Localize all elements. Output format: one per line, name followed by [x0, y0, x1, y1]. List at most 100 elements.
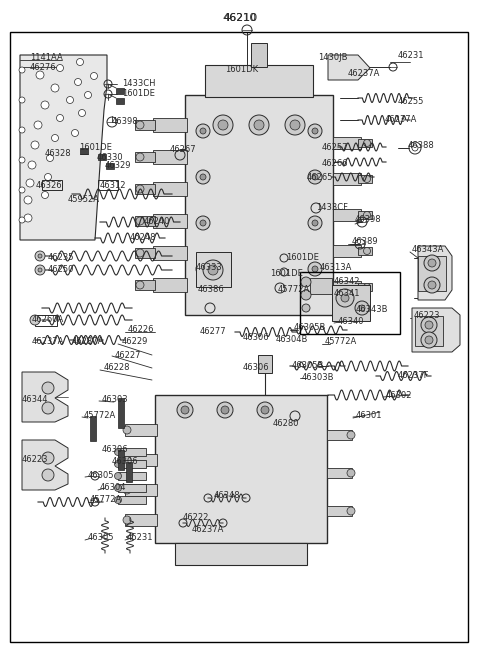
- Text: 46312: 46312: [100, 181, 127, 189]
- Circle shape: [115, 460, 121, 468]
- Text: 46248: 46248: [130, 233, 156, 242]
- Circle shape: [42, 402, 54, 414]
- Circle shape: [79, 109, 85, 117]
- Text: 46237A: 46237A: [32, 337, 64, 346]
- Circle shape: [196, 124, 210, 138]
- Text: 46333: 46333: [196, 263, 223, 272]
- Text: 46328: 46328: [45, 149, 72, 159]
- Text: 46237A: 46237A: [348, 69, 380, 77]
- Text: 46255: 46255: [398, 98, 424, 107]
- Text: 1433CH: 1433CH: [122, 79, 156, 88]
- Circle shape: [42, 469, 54, 481]
- Polygon shape: [418, 246, 452, 300]
- Circle shape: [42, 452, 54, 464]
- Text: 46276: 46276: [30, 62, 57, 71]
- Circle shape: [42, 382, 54, 394]
- Text: 46250: 46250: [48, 265, 74, 274]
- Circle shape: [336, 289, 354, 307]
- Circle shape: [123, 456, 131, 464]
- Text: 46306: 46306: [102, 445, 129, 455]
- Text: 1601DE: 1601DE: [79, 143, 112, 151]
- Text: 45772A: 45772A: [278, 286, 310, 295]
- Text: 46257: 46257: [322, 143, 348, 153]
- Text: 46304B: 46304B: [276, 335, 308, 345]
- Circle shape: [38, 268, 42, 272]
- Circle shape: [115, 472, 121, 479]
- Text: 46227: 46227: [115, 350, 142, 360]
- Circle shape: [308, 124, 322, 138]
- Circle shape: [363, 140, 371, 147]
- Circle shape: [74, 79, 82, 86]
- Text: 46344: 46344: [22, 396, 48, 405]
- Bar: [333, 173, 361, 185]
- Text: 46326: 46326: [36, 181, 62, 189]
- Circle shape: [213, 115, 233, 135]
- Text: 46389: 46389: [352, 238, 379, 246]
- Text: 46210: 46210: [222, 13, 258, 23]
- Circle shape: [428, 281, 436, 289]
- Circle shape: [19, 157, 25, 163]
- Circle shape: [41, 191, 48, 198]
- Circle shape: [45, 174, 51, 181]
- Bar: [135, 248, 155, 258]
- Circle shape: [218, 120, 228, 130]
- Bar: [118, 460, 146, 468]
- Circle shape: [19, 127, 25, 133]
- Polygon shape: [412, 308, 460, 352]
- Text: 46398: 46398: [355, 215, 382, 225]
- Text: 46398: 46398: [112, 117, 139, 126]
- Circle shape: [290, 120, 300, 130]
- Circle shape: [72, 130, 79, 136]
- Text: 46240: 46240: [144, 217, 170, 227]
- Circle shape: [136, 249, 144, 257]
- Circle shape: [57, 64, 63, 71]
- Text: 46226: 46226: [128, 326, 155, 335]
- Circle shape: [196, 170, 210, 184]
- Text: 46304: 46304: [100, 483, 127, 493]
- Text: 46348: 46348: [214, 491, 240, 500]
- Bar: [135, 120, 155, 130]
- Bar: [205, 65, 313, 97]
- Bar: [153, 214, 187, 228]
- Text: 46280: 46280: [273, 419, 300, 428]
- Polygon shape: [328, 55, 370, 80]
- Circle shape: [19, 67, 25, 73]
- Circle shape: [31, 141, 39, 149]
- Bar: [418, 256, 446, 291]
- Circle shape: [35, 265, 45, 275]
- Circle shape: [341, 294, 349, 302]
- Bar: [251, 43, 267, 67]
- Circle shape: [363, 284, 371, 291]
- Bar: [332, 285, 370, 321]
- Text: 46228: 46228: [104, 364, 131, 373]
- Circle shape: [136, 217, 144, 225]
- Circle shape: [123, 516, 131, 524]
- Text: 46306: 46306: [112, 457, 139, 466]
- Text: 46386: 46386: [198, 286, 225, 295]
- Text: 46303: 46303: [102, 396, 129, 405]
- Circle shape: [115, 449, 121, 455]
- Polygon shape: [22, 440, 68, 490]
- Bar: [415, 316, 443, 346]
- Bar: [125, 514, 157, 526]
- Bar: [42, 180, 62, 190]
- Bar: [98, 154, 106, 160]
- Text: 46330: 46330: [97, 153, 124, 162]
- Circle shape: [355, 301, 369, 315]
- Bar: [196, 252, 231, 287]
- Circle shape: [200, 266, 206, 272]
- Circle shape: [363, 176, 371, 183]
- Text: 46388: 46388: [408, 141, 435, 149]
- Bar: [358, 211, 372, 219]
- Circle shape: [196, 262, 210, 276]
- Bar: [300, 272, 400, 334]
- Polygon shape: [22, 372, 68, 422]
- Circle shape: [38, 254, 42, 258]
- Text: 46329: 46329: [105, 162, 132, 170]
- Text: 46302: 46302: [386, 390, 412, 400]
- Text: 46301: 46301: [356, 411, 383, 421]
- Text: 46267: 46267: [170, 145, 197, 155]
- Bar: [118, 496, 146, 504]
- Bar: [358, 247, 372, 255]
- Text: 1601DE: 1601DE: [270, 269, 303, 278]
